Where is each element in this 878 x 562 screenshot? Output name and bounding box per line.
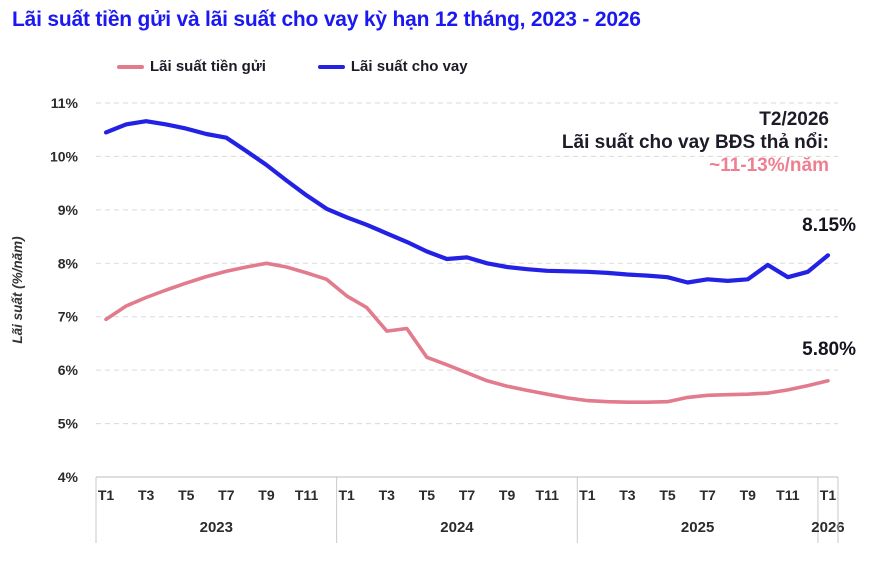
x-tick-label: T11 xyxy=(295,487,319,503)
x-tick-label: T5 xyxy=(178,487,195,503)
y-tick-label: 7% xyxy=(58,309,79,325)
annotation-text: Lãi suất cho vay BĐS thả nổi: xyxy=(561,132,829,153)
legend: Lãi suất tiền gửi Lãi suất cho vay xyxy=(117,58,468,75)
x-tick-label: T1 xyxy=(820,487,837,503)
x-tick-label: T3 xyxy=(619,487,636,503)
x-tick-label: T1 xyxy=(98,487,115,503)
lending-line xyxy=(103,119,831,285)
annotation-period: T2/2026 xyxy=(759,109,829,130)
lending-line-swatch-icon xyxy=(317,64,345,69)
y-axis-title: Lãi suất (%/năm) xyxy=(10,236,25,344)
chart-title: Lãi suất tiền gửi và lãi suất cho vay kỳ… xyxy=(12,8,641,31)
y-tick-label: 4% xyxy=(58,469,79,485)
x-tick-label: T5 xyxy=(659,487,676,503)
year-label: 2025 xyxy=(681,519,714,536)
legend-label-lending: Lãi suất cho vay xyxy=(350,58,468,75)
y-tick-label: 5% xyxy=(58,416,79,432)
x-tick-label: T3 xyxy=(379,487,396,503)
x-tick-label: T7 xyxy=(459,487,476,503)
x-tick-label: T7 xyxy=(218,487,235,503)
legend-item-deposit: Lãi suất tiền gửi xyxy=(117,58,266,75)
legend-item-lending: Lãi suất cho vay xyxy=(317,58,468,75)
lending-end-value-label: 8.15% xyxy=(802,215,856,236)
x-tick-label: T3 xyxy=(138,487,155,503)
year-label: 2024 xyxy=(440,519,474,536)
x-tick-label: T9 xyxy=(499,487,516,503)
year-label: 2023 xyxy=(200,519,233,536)
x-tick-label: T7 xyxy=(699,487,716,503)
year-label: 2026 xyxy=(811,519,844,536)
x-tick-label: T9 xyxy=(258,487,275,503)
x-tick-label: T1 xyxy=(579,487,596,503)
y-tick-label: 10% xyxy=(50,148,79,164)
deposit-line-swatch-icon xyxy=(117,64,144,69)
x-tick-label: T11 xyxy=(776,487,800,503)
annotation-rate-range: ~11-13%/năm xyxy=(709,155,829,176)
annotation-floating-rate: T2/2026 Lãi suất cho vay BĐS thả nổi: ~1… xyxy=(562,108,829,177)
deposit-end-value-label: 5.80% xyxy=(802,339,856,360)
x-tick-label: T1 xyxy=(339,487,356,503)
deposit-line xyxy=(104,261,830,405)
y-tick-label: 6% xyxy=(58,362,79,378)
y-tick-label: 11% xyxy=(51,95,79,111)
y-tick-label: 8% xyxy=(58,255,79,271)
x-tick-label: T5 xyxy=(419,487,436,503)
legend-label-deposit: Lãi suất tiền gửi xyxy=(150,58,266,75)
y-tick-label: 9% xyxy=(58,202,79,218)
x-tick-label: T9 xyxy=(740,487,757,503)
x-tick-label: T11 xyxy=(536,487,560,503)
